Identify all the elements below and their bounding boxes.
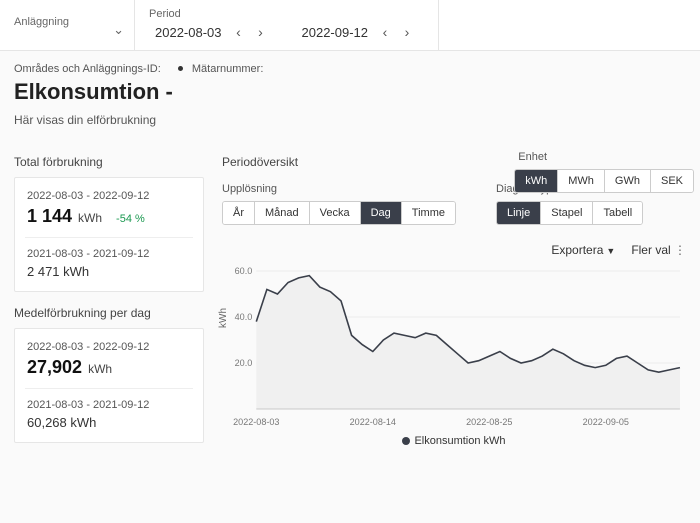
page-subtitle: Här visas din elförbrukning [14, 113, 686, 127]
avg-current-unit: kWh [88, 362, 112, 376]
summary-column: Total förbrukning 2022-08-03 - 2022-09-1… [14, 155, 204, 457]
total-current-unit: kWh [78, 211, 102, 225]
total-prev-range: 2021-08-03 - 2021-09-12 [27, 248, 191, 260]
overview-column: Periodöversikt Upplösning ÅrMånadVeckaDa… [222, 155, 686, 457]
unit-option-sek[interactable]: SEK [651, 170, 693, 192]
avg-consumption-card: 2022-08-03 - 2022-09-12 27,902 kWh 2021-… [14, 328, 204, 443]
svg-text:2022-09-05: 2022-09-05 [583, 417, 629, 427]
avg-current-range: 2022-08-03 - 2022-09-12 [27, 341, 191, 353]
total-prev-value: 2 471 kWh [27, 264, 191, 279]
avg-prev-value: 60,268 kWh [27, 415, 191, 430]
resolution-label: Upplösning [222, 183, 456, 195]
legend-label: Elkonsumtion kWh [414, 435, 505, 447]
legend-dot-icon [402, 437, 410, 445]
resolution-option-dag[interactable]: Dag [361, 202, 402, 224]
area-id-label: Områdes och Anläggnings-ID: [14, 63, 161, 75]
facility-label: Anläggning [14, 16, 120, 28]
facility-selector[interactable]: Anläggning ⌄ [0, 0, 135, 50]
unit-selector-group: Enhet kWhMWhGWhSEK [514, 151, 694, 193]
svg-text:2022-08-14: 2022-08-14 [350, 417, 396, 427]
page-title: Elkonsumtion - [14, 79, 686, 105]
top-filter-bar: Anläggning ⌄ Period 2022-08-03 ‹ › 2022-… [0, 0, 700, 51]
chart-legend: Elkonsumtion kWh [222, 435, 686, 447]
unit-label: Enhet [514, 151, 694, 163]
total-consumption-card: 2022-08-03 - 2022-09-12 1 144 kWh -54 % … [14, 177, 204, 292]
resolution-option-år[interactable]: År [223, 202, 255, 224]
meter-number-label: Mätarnummer: [192, 63, 264, 75]
unit-option-gwh[interactable]: GWh [605, 170, 651, 192]
export-button[interactable]: Exportera▼ [551, 243, 615, 257]
bullet-icon [178, 66, 183, 71]
total-section-title: Total förbrukning [14, 155, 204, 169]
resolution-option-vecka[interactable]: Vecka [310, 202, 361, 224]
svg-text:60.0: 60.0 [235, 266, 253, 276]
period-to-prev-icon[interactable]: ‹ [374, 24, 396, 40]
chevron-down-icon: ⌄ [113, 22, 124, 38]
period-to-next-icon[interactable]: › [396, 24, 418, 40]
avg-section-title: Medelförbrukning per dag [14, 306, 204, 320]
consumption-chart: kWh 20.040.060.02022-08-032022-08-142022… [222, 263, 686, 433]
resolution-option-månad[interactable]: Månad [255, 202, 310, 224]
resolution-segmented: ÅrMånadVeckaDagTimme [222, 201, 456, 225]
period-from-prev-icon[interactable]: ‹ [228, 24, 250, 40]
chart-actions: Exportera▼ Fler val [222, 243, 686, 257]
period-from-next-icon[interactable]: › [250, 24, 272, 40]
unit-option-mwh[interactable]: MWh [558, 170, 605, 192]
period-from-date[interactable]: 2022-08-03 [155, 25, 228, 40]
total-current-value: 1 144 [27, 206, 72, 227]
resolution-option-timme[interactable]: Timme [402, 202, 455, 224]
avg-current-value: 27,902 [27, 357, 82, 378]
charttype-option-linje[interactable]: Linje [497, 202, 541, 224]
charttype-option-stapel[interactable]: Stapel [541, 202, 593, 224]
period-selector: Period 2022-08-03 ‹ › 2022-09-12 ‹ › [135, 0, 439, 50]
total-current-range: 2022-08-03 - 2022-09-12 [27, 190, 191, 202]
svg-text:20.0: 20.0 [235, 358, 253, 368]
period-label: Period [149, 8, 424, 20]
charttype-option-tabell[interactable]: Tabell [593, 202, 642, 224]
charttype-segmented: LinjeStapelTabell [496, 201, 643, 225]
avg-prev-range: 2021-08-03 - 2021-09-12 [27, 399, 191, 411]
chart-y-axis-label: kWh [218, 308, 229, 328]
svg-text:2022-08-25: 2022-08-25 [466, 417, 512, 427]
more-options-button[interactable]: Fler val [631, 243, 686, 257]
unit-segmented: kWhMWhGWhSEK [514, 169, 694, 193]
total-delta: -54 % [116, 213, 145, 225]
period-to-date[interactable]: 2022-09-12 [302, 25, 375, 40]
svg-text:40.0: 40.0 [235, 312, 253, 322]
svg-text:2022-08-03: 2022-08-03 [233, 417, 279, 427]
unit-option-kwh[interactable]: kWh [515, 170, 558, 192]
id-line: Områdes och Anläggnings-ID: Mätarnummer: [14, 63, 686, 75]
page-content: Områdes och Anläggnings-ID: Mätarnummer:… [0, 51, 700, 457]
